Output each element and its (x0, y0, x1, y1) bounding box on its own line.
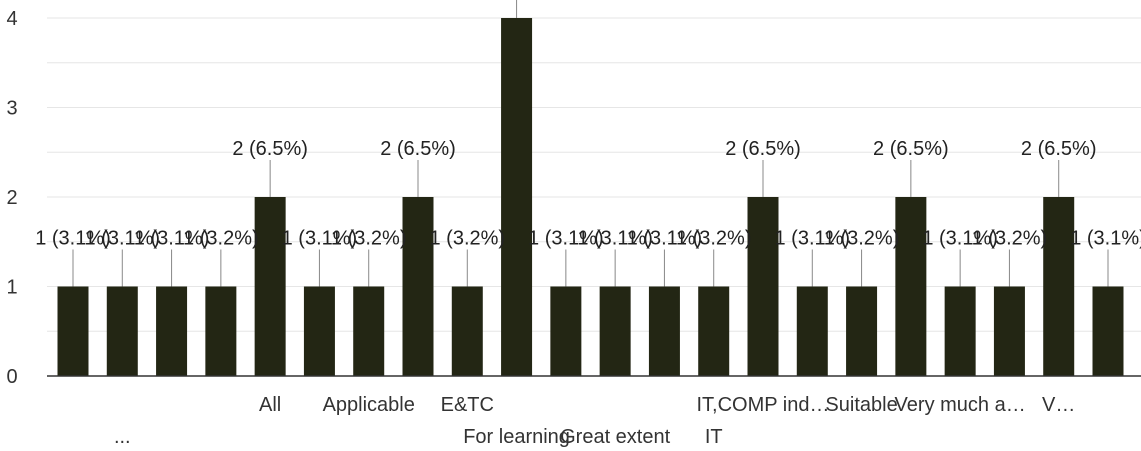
bar (156, 286, 188, 376)
grid-lines (47, 17, 1141, 332)
bar (402, 197, 434, 376)
bar (550, 286, 582, 376)
data-label: 1 (3.1%) (774, 228, 850, 250)
data-label: 1 (3.2%) (824, 228, 900, 250)
bar (106, 286, 138, 376)
data-label: 2 (6.5%) (380, 138, 456, 160)
data-label: 1 (3.2%) (972, 228, 1048, 250)
data-label: 1 (3.1%) (35, 228, 111, 250)
x-tick-label: E&TC (441, 394, 494, 416)
x-tick-label: All (259, 394, 281, 416)
bar (747, 197, 779, 376)
data-label: 1 (3.1%) (1070, 228, 1141, 250)
bar (254, 197, 286, 376)
x-tick-label: For learning (463, 426, 570, 448)
data-label: 2 (6.5%) (873, 138, 949, 160)
bars (57, 18, 1124, 376)
bar (944, 286, 976, 376)
y-tick-label: 0 (6, 366, 17, 388)
data-label: 1 (3.1%) (577, 228, 653, 250)
data-label: 1 (3.1%) (627, 228, 703, 250)
data-label: 1 (3.1%) (134, 228, 210, 250)
bar (846, 286, 878, 376)
data-label: 2 (6.5%) (725, 138, 801, 160)
data-label: 1 (3.1%) (282, 228, 358, 250)
data-label: 1 (3.2%) (183, 228, 259, 250)
bar (1043, 197, 1075, 376)
data-label: 2 (6.5%) (1021, 138, 1097, 160)
data-label: 1 (3.1%) (528, 228, 604, 250)
data-label: 1 (3.1%) (922, 228, 998, 250)
bar (599, 286, 631, 376)
x-tick-label: ... (114, 426, 131, 448)
bar (1092, 286, 1124, 376)
bar (895, 197, 927, 376)
bar (353, 286, 385, 376)
y-tick-label: 1 (6, 277, 17, 299)
x-tick-label: V… (1042, 394, 1075, 416)
data-label: 2 (6.5%) (232, 138, 308, 160)
bar (57, 286, 89, 376)
bar (303, 286, 335, 376)
data-label: 1 (3.2%) (331, 228, 407, 250)
y-tick-label: 2 (6, 187, 17, 209)
data-label: 1 (3.2%) (676, 228, 752, 250)
bar (993, 286, 1025, 376)
x-tick-label: IT (705, 426, 723, 448)
data-labels: 1 (3.1%)1 (3.1%)1 (3.1%)1 (3.2%)2 (6.5%)… (35, 0, 1141, 287)
bar (451, 286, 483, 376)
bar (698, 286, 730, 376)
x-tick-label: Great extent (560, 426, 671, 448)
x-tick-label: Suitable (825, 394, 897, 416)
bar (501, 18, 533, 376)
bar (205, 286, 237, 376)
data-label: 1 (3.1%) (84, 228, 160, 250)
y-tick-label: 4 (6, 8, 17, 30)
y-axis: 0 1 2 3 4 (6, 8, 17, 388)
x-tick-label: Very much a… (895, 394, 1026, 416)
data-label: 1 (3.2%) (429, 228, 505, 250)
x-tick-label: Applicable (323, 394, 415, 416)
y-tick-label: 3 (6, 98, 17, 120)
bar (648, 286, 680, 376)
x-tick-label: IT,COMP ind… (697, 394, 830, 416)
bar (796, 286, 828, 376)
